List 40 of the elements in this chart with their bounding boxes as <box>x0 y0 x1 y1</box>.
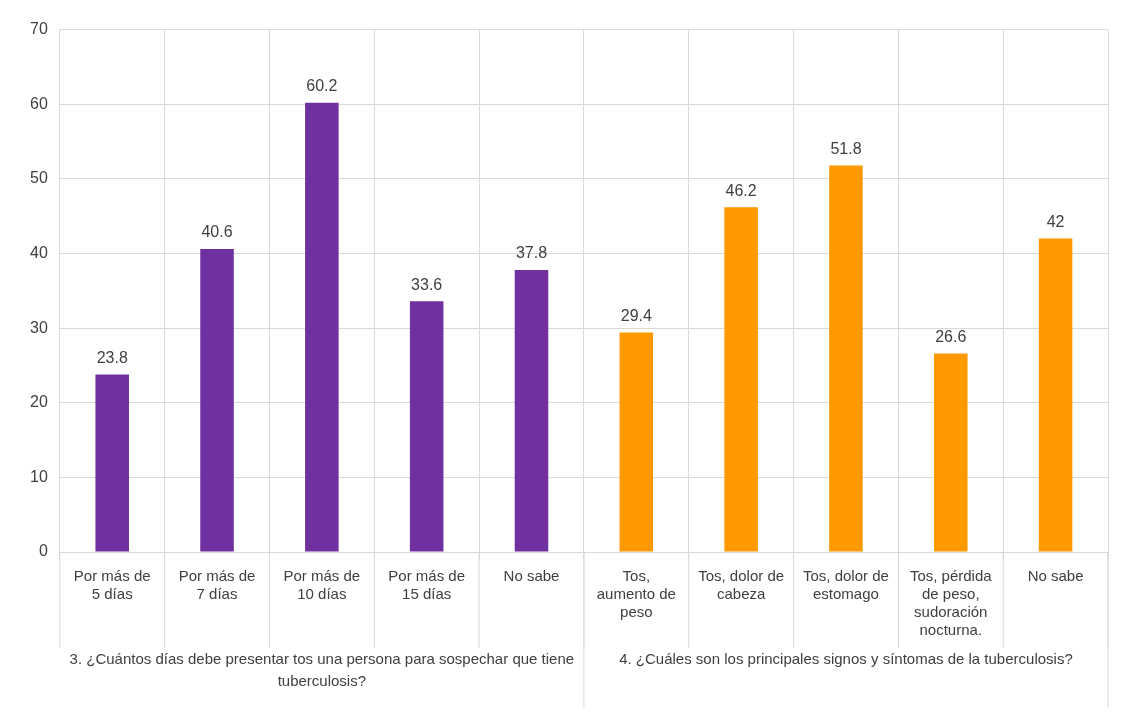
x-tick-label: Por más de 10 días <box>283 567 361 603</box>
data-label: 26.6 <box>935 327 967 345</box>
bar <box>305 102 339 552</box>
data-label: 37.8 <box>515 244 548 262</box>
y-tick-label: 20 <box>30 393 48 411</box>
bar <box>934 353 968 552</box>
data-label: 60.2 <box>306 77 338 95</box>
data-label: 29.4 <box>620 307 652 324</box>
data-label: 23.8 <box>96 348 128 366</box>
bar <box>200 249 234 552</box>
x-tick-label: Tos, dolor de estomago <box>803 567 889 603</box>
x-tick-label: Tos, aumento de peso <box>596 567 676 621</box>
x-tick-label: Tos, pérdida de peso, sudoración nocturna. <box>909 567 993 639</box>
bar <box>95 374 129 552</box>
y-tick-label: 70 <box>30 20 48 38</box>
y-tick-label: 50 <box>30 169 48 187</box>
y-tick-label: 0 <box>38 542 48 560</box>
bar <box>409 301 444 552</box>
text: 4. ¿Cuáles son los principales signos y síntomas de la tuberculosis? <box>619 649 1073 667</box>
y-tick-label: 30 <box>30 318 48 336</box>
x-tick-label: No sabe <box>1027 567 1084 585</box>
data-label: 46.2 <box>725 181 757 199</box>
bar <box>829 165 863 552</box>
x-tick-label: No sabe <box>503 567 560 585</box>
y-tick-label: 60 <box>30 94 48 112</box>
data-label: 33.6 <box>411 275 443 293</box>
x-tick-label: Tos, dolor de cabeza <box>698 567 785 603</box>
y-tick-label: 40 <box>30 243 48 261</box>
bar <box>1038 238 1073 552</box>
x-tick-label: Por más de 15 días <box>388 567 466 603</box>
data-label: 42 <box>1046 212 1065 230</box>
y-tick-label: 10 <box>30 467 48 485</box>
bar <box>619 332 654 552</box>
x-tick-label: Por más de 7 días <box>178 567 256 603</box>
text: 3. ¿Cuántos días debe presentar tos una persona para sospechar que tiene tuberculosis? <box>69 649 575 689</box>
data-label: 40.6 <box>201 223 233 241</box>
x-tick-label: Por más de 5 días <box>73 567 151 603</box>
data-label: 51.8 <box>830 139 862 157</box>
bar <box>724 207 758 552</box>
bar <box>514 269 549 552</box>
